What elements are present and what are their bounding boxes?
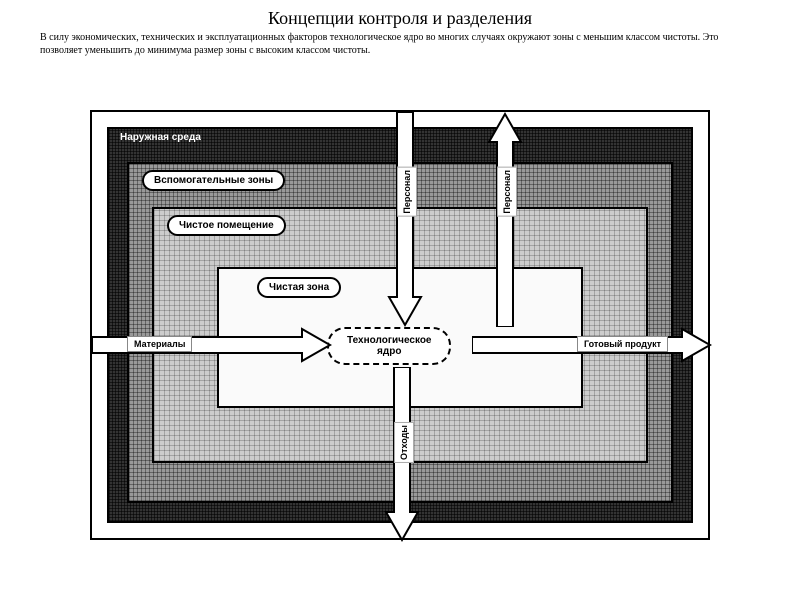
diagram-container: Наружная среда Вспомогательные зоны Чист… xyxy=(90,110,710,540)
arrow-product-label: Готовый продукт xyxy=(577,336,668,352)
label-cleanroom-pill: Чистое помещение xyxy=(167,215,286,236)
label-cleanzone-pill: Чистая зона xyxy=(257,277,341,298)
label-aux-pill: Вспомогательные зоны xyxy=(142,170,285,191)
arrow-personnel-in xyxy=(387,112,423,327)
page-title: Концепции контроля и разделения xyxy=(0,0,800,29)
arrow-personnel-out-label: Персонал xyxy=(497,167,517,217)
arrow-personnel-out xyxy=(487,112,523,327)
arrow-personnel-in-label: Персонал xyxy=(397,167,417,217)
arrow-waste-label: Отходы xyxy=(394,422,414,463)
arrow-materials-label: Материалы xyxy=(127,336,192,352)
label-outer-env: Наружная среда xyxy=(120,132,201,143)
label-core-pill: Технологическое ядро xyxy=(327,327,451,365)
page-subtitle: В силу экономических, технических и эксп… xyxy=(0,29,800,57)
